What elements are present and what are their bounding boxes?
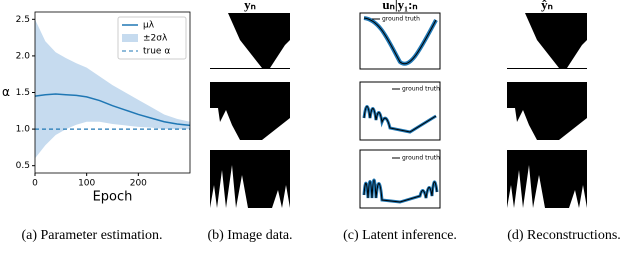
legend-label: μλ bbox=[143, 21, 155, 31]
y-tick-label: 0.5 bbox=[16, 161, 30, 171]
image-region bbox=[210, 13, 290, 68]
ground-truth-line bbox=[363, 106, 437, 133]
legend-label: ground truth bbox=[382, 16, 420, 23]
caption: (b) Image data. bbox=[207, 228, 292, 243]
legend-box bbox=[117, 16, 187, 60]
legend-label: true α bbox=[143, 47, 170, 57]
image-column-d bbox=[507, 13, 587, 208]
ground-truth-line bbox=[363, 17, 437, 65]
y-tick-label: 1.5 bbox=[16, 88, 30, 98]
caption: (d) Reconstructions. bbox=[507, 228, 621, 243]
y-tick-label: 2.5 bbox=[16, 15, 30, 25]
image-column-b bbox=[210, 13, 290, 208]
x-tick-label: 0 bbox=[32, 179, 38, 189]
y-tick-label: 1.0 bbox=[16, 125, 31, 135]
mean-line bbox=[34, 93, 191, 127]
legend-label: ground truth bbox=[402, 155, 440, 162]
confidence-band bbox=[35, 19, 190, 159]
latent-column-c bbox=[359, 12, 441, 209]
image-region bbox=[210, 108, 290, 140]
image-region bbox=[507, 108, 587, 140]
ground-truth-line bbox=[363, 179, 438, 203]
x-tick-label: 100 bbox=[78, 179, 95, 189]
column-title: uₙ|y₁:ₙ bbox=[382, 0, 417, 12]
image-region bbox=[210, 165, 290, 208]
image-region bbox=[507, 165, 587, 208]
caption: (a) Parameter estimation. bbox=[21, 228, 162, 243]
legend-label: ±2σλ bbox=[143, 34, 168, 44]
column-title: ŷₙ bbox=[541, 0, 553, 12]
legend-swatch bbox=[122, 34, 138, 42]
y-tick-label: 2.0 bbox=[16, 51, 31, 61]
legend-label: ground truth bbox=[402, 86, 440, 93]
image-region bbox=[507, 13, 587, 68]
y-axis-label: α bbox=[2, 85, 10, 99]
caption: (c) Latent inference. bbox=[343, 228, 457, 243]
column-title: yₙ bbox=[244, 0, 256, 12]
x-axis-label: Epoch bbox=[93, 190, 133, 205]
x-tick-label: 200 bbox=[130, 179, 147, 189]
